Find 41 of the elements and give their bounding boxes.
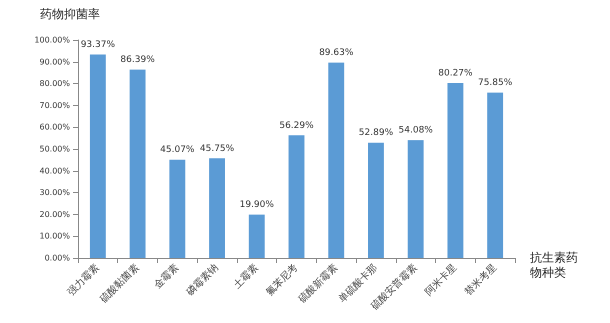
data-label: 45.75% [200, 144, 235, 154]
bar [288, 135, 304, 258]
bar [447, 83, 464, 258]
y-tick-label: 100.00% [34, 36, 70, 44]
x-tick-label: 土霉素 [230, 261, 261, 292]
data-label: 89.63% [319, 48, 354, 58]
y-tick-label: 0.00% [44, 254, 70, 262]
data-label: 45.07% [160, 145, 195, 156]
bar [130, 70, 146, 258]
bar [328, 62, 344, 258]
bar [368, 142, 384, 258]
x-tick-label: 磷霉素钠 [183, 261, 221, 299]
bar [209, 158, 225, 258]
data-label: 75.85% [478, 78, 513, 88]
y-tick-label: 80.00% [39, 79, 70, 88]
bar [408, 140, 424, 258]
y-tick-label: 50.00% [39, 144, 70, 154]
bar [90, 54, 106, 258]
data-label: 80.27% [438, 68, 474, 79]
bar [248, 214, 265, 258]
data-label: 54.08% [398, 126, 434, 136]
y-tick-label: 10.00% [39, 232, 70, 241]
x-tick-label: 硫酸黏菌素 [98, 261, 142, 306]
y-tick-label: 30.00% [39, 188, 70, 198]
x-axis-title: 抗生素药物种类 [530, 250, 578, 280]
x-tick-label: 金霉素 [152, 261, 182, 292]
bar [169, 160, 186, 258]
y-tick-label: 60.00% [39, 122, 70, 132]
y-axis-title: 药物抑菌率 [40, 7, 100, 21]
data-label: 86.39% [120, 55, 156, 66]
y-tick-label: 20.00% [39, 210, 70, 219]
x-tick-label: 阿米卡星 [422, 261, 460, 298]
data-label: 52.89% [358, 128, 394, 138]
bar [487, 92, 504, 258]
data-label: 19.90% [240, 200, 274, 210]
y-tick-label: 70.00% [39, 100, 70, 110]
y-tick-label: 40.00% [39, 166, 70, 176]
data-label: 56.29% [279, 120, 314, 131]
x-tick-label: 替米考星 [462, 261, 500, 298]
data-label: 93.37% [80, 40, 116, 50]
y-tick-label: 90.00% [39, 57, 70, 66]
